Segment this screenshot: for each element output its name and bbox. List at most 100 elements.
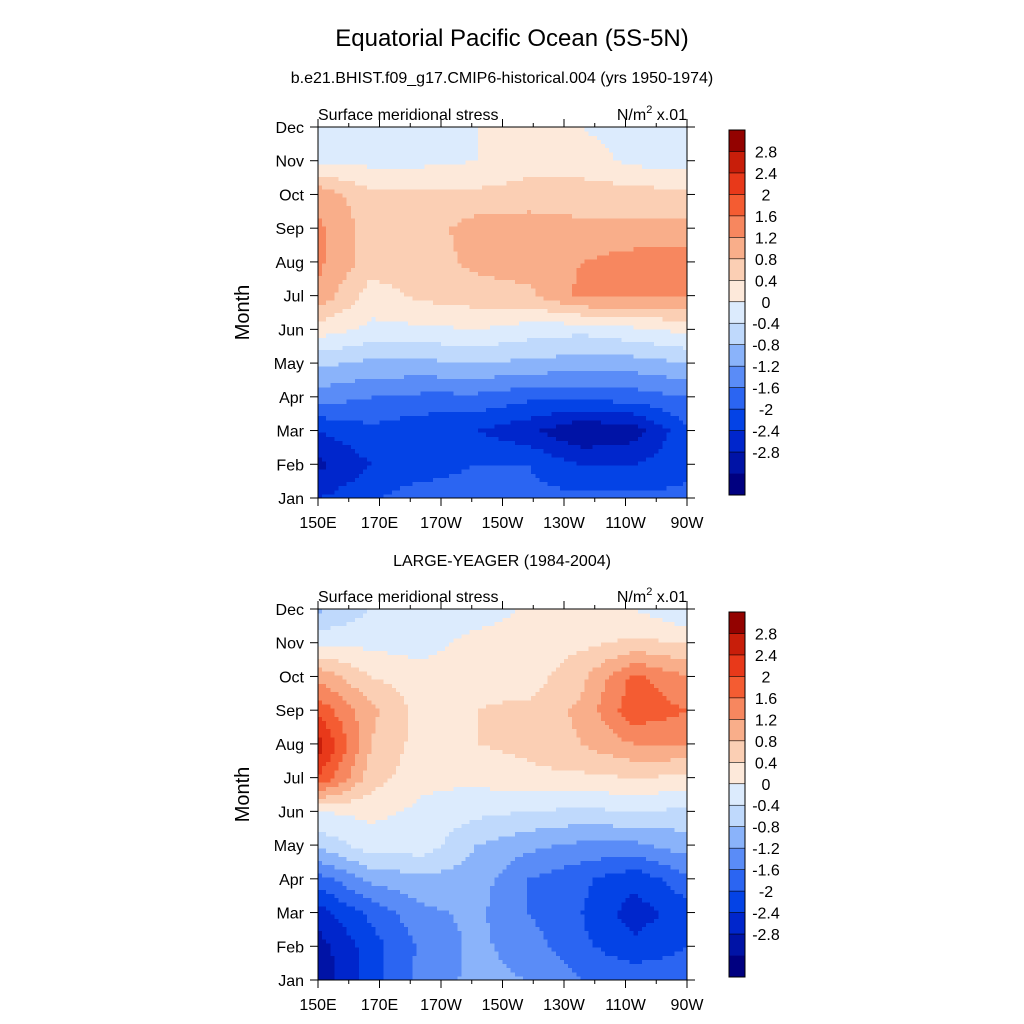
heatmap-cell — [510, 456, 516, 462]
heatmap-cell — [543, 357, 549, 363]
heatmap-cell — [473, 403, 479, 408]
heatmap-cell — [428, 271, 434, 276]
heatmap-cell — [436, 366, 442, 371]
heatmap-cell — [428, 489, 434, 495]
heatmap-cell — [502, 296, 508, 301]
heatmap-cell — [371, 452, 376, 458]
heatmap-cell — [465, 349, 471, 355]
heatmap-cell — [334, 481, 340, 487]
heatmap-cell — [559, 436, 565, 441]
heatmap-cell — [408, 366, 413, 371]
heatmap-cell — [555, 378, 561, 384]
heatmap-cell — [605, 419, 610, 425]
heatmap-cell — [363, 477, 368, 483]
heatmap-cell — [449, 324, 454, 330]
heatmap-cell — [568, 399, 573, 404]
heatmap-cell — [678, 320, 684, 326]
heatmap-cell — [658, 366, 663, 371]
heatmap-cell — [641, 399, 647, 404]
heatmap-cell — [334, 271, 340, 276]
heatmap-cell — [416, 465, 422, 470]
heatmap-cell — [531, 333, 536, 338]
heatmap-cell — [346, 440, 352, 446]
heatmap-cell — [518, 345, 524, 351]
heatmap-cell — [453, 485, 458, 491]
heatmap-cell — [354, 353, 360, 359]
heatmap-cell — [641, 432, 647, 437]
heatmap-cell — [424, 304, 430, 309]
heatmap-cell — [523, 353, 528, 359]
heatmap-cell — [404, 444, 409, 450]
heatmap-cell — [555, 489, 561, 495]
heatmap-cell — [637, 349, 643, 355]
heatmap-cell — [371, 386, 376, 392]
heatmap-cell — [666, 361, 672, 367]
heatmap-cell — [588, 382, 594, 388]
heatmap-cell — [330, 304, 335, 309]
heatmap-cell — [510, 357, 516, 363]
heatmap-cell — [391, 460, 397, 466]
heatmap-cell — [609, 353, 614, 359]
heatmap-cell — [502, 308, 508, 314]
heatmap-cell — [408, 485, 413, 491]
heatmap-cell — [502, 403, 508, 408]
heatmap-cell — [449, 469, 454, 474]
heatmap-cell — [469, 349, 475, 355]
heatmap-cell — [395, 465, 401, 470]
heatmap-cell — [477, 448, 483, 454]
heatmap-cell — [621, 287, 627, 293]
heatmap-cell — [682, 452, 688, 458]
heatmap-cell — [490, 432, 495, 437]
heatmap-cell — [371, 378, 376, 384]
heatmap-cell — [453, 452, 458, 458]
heatmap-cell — [408, 436, 413, 441]
heatmap-cell — [510, 460, 516, 466]
heatmap-cell — [609, 444, 614, 450]
heatmap-cell — [510, 300, 516, 305]
heatmap-cell — [346, 448, 352, 454]
heatmap-cell — [506, 390, 512, 396]
heatmap-cell — [363, 493, 368, 499]
heatmap-cell — [596, 489, 602, 495]
heatmap-cell — [535, 465, 540, 470]
heatmap-cell — [633, 370, 639, 375]
heatmap-cell — [531, 489, 536, 495]
heatmap-cell — [445, 374, 450, 380]
heatmap-cell — [564, 473, 569, 478]
heatmap-cell — [625, 448, 631, 454]
heatmap-cell — [494, 403, 499, 408]
heatmap-cell — [436, 436, 442, 441]
heatmap-cell — [609, 440, 614, 446]
heatmap-cell — [469, 374, 475, 380]
heatmap-cell — [666, 374, 672, 380]
heatmap-cell — [609, 407, 614, 413]
heatmap-cell — [576, 411, 581, 417]
heatmap-cell — [461, 415, 467, 421]
heatmap-cell — [502, 320, 508, 326]
heatmap-cell — [350, 349, 356, 355]
heatmap-cell — [568, 275, 573, 281]
heatmap-cell — [609, 279, 614, 285]
heatmap-cell — [629, 378, 635, 384]
heatmap-cell — [318, 427, 323, 433]
heatmap-cell — [518, 283, 524, 289]
heatmap-cell — [498, 473, 504, 478]
heatmap-cell — [559, 411, 565, 417]
heatmap-cell — [400, 415, 405, 421]
heatmap-cell — [568, 427, 573, 433]
heatmap-cell — [412, 411, 417, 417]
heatmap-cell — [338, 353, 344, 359]
heatmap-cell — [629, 411, 635, 417]
heatmap-cell — [338, 283, 344, 289]
heatmap-cell — [674, 481, 680, 487]
heatmap-cell — [486, 312, 491, 318]
heatmap-cell — [531, 316, 536, 322]
heatmap-cell — [469, 320, 475, 326]
heatmap-cell — [432, 390, 438, 396]
heatmap-cell — [445, 469, 450, 474]
heatmap-cell — [371, 448, 376, 454]
heatmap-cell — [408, 300, 413, 305]
heatmap-cell — [551, 407, 557, 413]
heatmap-cell — [473, 399, 479, 404]
heatmap-cell — [518, 304, 524, 309]
